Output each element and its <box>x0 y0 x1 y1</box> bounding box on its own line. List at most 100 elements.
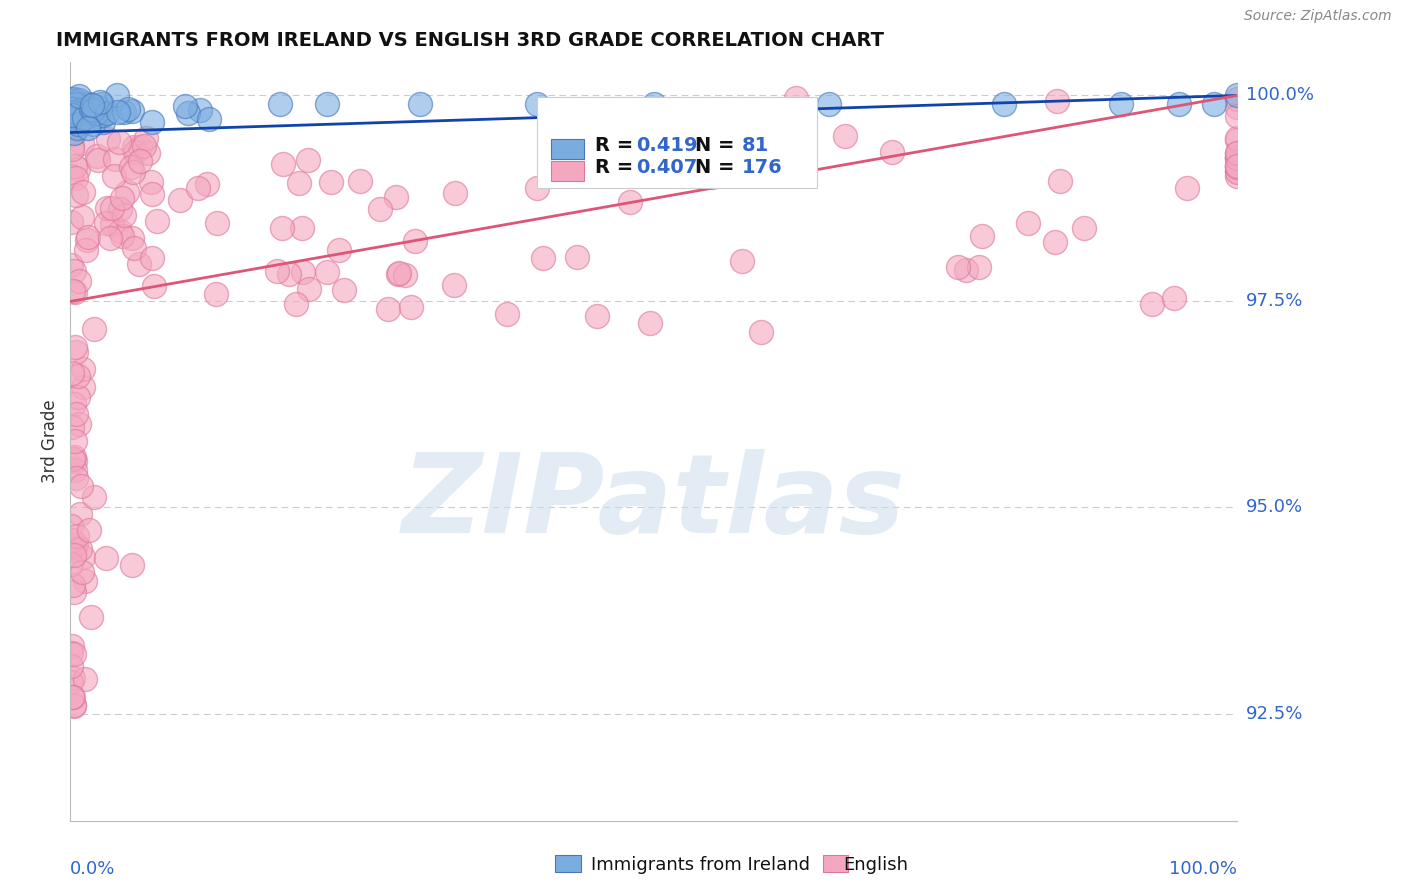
Point <box>187 181 209 195</box>
Text: 0.419: 0.419 <box>637 136 697 154</box>
Point <box>76 120 98 135</box>
Point <box>60 215 83 229</box>
Point <box>1226 151 1249 165</box>
Point <box>66 162 89 177</box>
Point <box>122 242 145 256</box>
Point <box>104 152 127 166</box>
Text: 100.0%: 100.0% <box>1246 87 1313 104</box>
Point <box>96 216 118 230</box>
Point <box>69 103 91 117</box>
Point <box>65 471 87 485</box>
Point <box>91 114 114 128</box>
Point <box>1017 216 1039 230</box>
Point <box>82 103 104 117</box>
Point <box>98 231 121 245</box>
Point <box>62 450 84 464</box>
Point <box>277 267 299 281</box>
Point <box>63 453 86 467</box>
Point <box>640 316 662 330</box>
Point <box>67 93 90 107</box>
Point <box>60 104 83 119</box>
Point <box>120 161 142 175</box>
Point <box>66 390 89 404</box>
Point <box>77 230 100 244</box>
Point <box>59 112 82 126</box>
Point <box>394 268 416 282</box>
Point <box>73 107 96 121</box>
Point <box>63 434 86 449</box>
Point <box>62 578 84 592</box>
Point <box>62 263 84 277</box>
Point <box>139 175 162 189</box>
Point <box>67 109 90 123</box>
Point <box>1045 95 1067 109</box>
Point <box>271 157 294 171</box>
Bar <box>551 161 583 181</box>
Point <box>384 190 406 204</box>
Point <box>124 145 146 159</box>
Point <box>59 102 82 116</box>
Point <box>82 117 104 131</box>
Point <box>83 322 105 336</box>
Text: 176: 176 <box>741 158 782 178</box>
Point <box>60 533 83 547</box>
Point <box>96 105 118 120</box>
Point <box>66 529 89 543</box>
Point <box>946 260 969 275</box>
Point <box>87 153 110 167</box>
Point <box>66 107 89 121</box>
Point <box>60 107 83 121</box>
Point <box>567 250 589 264</box>
Point <box>60 646 83 660</box>
Point <box>60 112 83 126</box>
Point <box>111 191 134 205</box>
Point <box>69 541 91 556</box>
Point <box>972 228 994 243</box>
Point <box>60 518 83 533</box>
Point <box>60 101 83 115</box>
Point <box>619 194 641 209</box>
Point <box>65 407 87 421</box>
Text: N =: N = <box>695 158 741 178</box>
Point <box>444 186 467 201</box>
Point <box>77 524 100 538</box>
Point <box>1226 100 1249 114</box>
Point <box>197 112 219 127</box>
Point <box>134 139 156 153</box>
Text: 95.0%: 95.0% <box>1246 499 1303 516</box>
Point <box>316 96 339 111</box>
Point <box>177 106 200 120</box>
Point <box>107 105 129 120</box>
Point <box>59 114 82 128</box>
Point <box>60 674 83 689</box>
Point <box>63 111 86 125</box>
Point <box>271 221 294 235</box>
Point <box>1049 174 1071 188</box>
Point <box>66 121 89 136</box>
Point <box>87 109 110 123</box>
Point <box>1226 92 1249 106</box>
Point <box>117 185 139 199</box>
Point <box>112 105 135 120</box>
Point <box>1226 131 1249 145</box>
Point <box>87 100 110 114</box>
Point <box>73 112 96 126</box>
Point <box>72 550 94 565</box>
Point <box>66 368 89 383</box>
Point <box>205 216 228 230</box>
Point <box>59 102 82 116</box>
Point <box>399 300 422 314</box>
Point <box>65 102 87 116</box>
Point <box>70 565 93 579</box>
Point <box>319 175 342 189</box>
Point <box>62 584 84 599</box>
Point <box>141 187 163 202</box>
Point <box>551 136 574 151</box>
Point <box>59 108 82 122</box>
Point <box>1226 159 1249 173</box>
Point <box>195 177 218 191</box>
Point <box>62 452 84 467</box>
Point <box>62 127 84 141</box>
Point <box>1226 159 1249 173</box>
Point <box>70 210 93 224</box>
